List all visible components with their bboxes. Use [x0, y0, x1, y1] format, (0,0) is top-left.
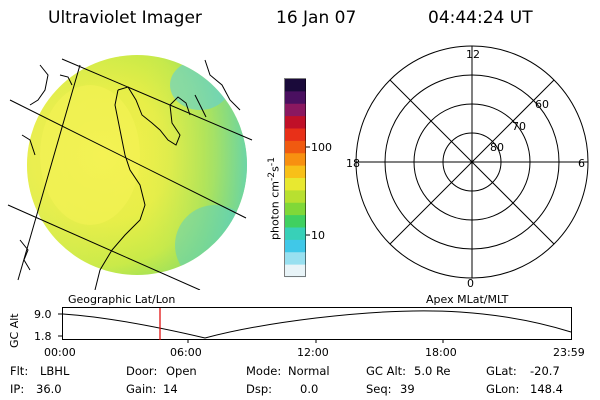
- colorbar-segment: [285, 239, 306, 253]
- mode-value: Normal: [288, 364, 330, 378]
- altitude-curve: [62, 310, 572, 339]
- glon-value: 148.4: [530, 382, 563, 396]
- colorbar-tick-10: 10: [311, 229, 325, 242]
- earth-image: [7, 55, 253, 290]
- polar-ring-70: 70: [512, 120, 526, 133]
- xtick-1200: 12:00: [297, 346, 329, 359]
- polar-ring-60: 60: [535, 98, 549, 111]
- altitude-plot: [58, 307, 572, 343]
- xtick-0600: 06:00: [170, 346, 202, 359]
- polar-label-18: 18: [346, 157, 360, 170]
- colorbar-segment: [285, 103, 306, 117]
- gain-label: Gain:: [126, 382, 157, 396]
- colorbar-segment: [285, 140, 306, 154]
- projection-left-label: Geographic Lat/Lon: [68, 293, 176, 306]
- geo-grid-lines: [7, 58, 253, 290]
- gcalt-label: GC Alt:: [366, 364, 407, 378]
- dsp-value: 0.0: [300, 382, 319, 396]
- colorbar-label: photon cm-2s-1: [266, 157, 282, 240]
- polar-ring-80: 80: [490, 141, 504, 154]
- colorbar-segment: [285, 128, 306, 142]
- colorbar: [284, 78, 310, 278]
- ip-label: IP:: [10, 382, 25, 396]
- colorbar-segment: [285, 91, 306, 105]
- xtick-1800: 18:00: [425, 346, 457, 359]
- flt-label: Flt:: [10, 364, 29, 378]
- altitude-ylabel: GC Alt: [8, 313, 21, 348]
- glon-label: GLon:: [486, 382, 520, 396]
- gain-value: 14: [163, 382, 178, 396]
- dsp-label: Dsp:: [246, 382, 273, 396]
- altitude-ymin: 1.8: [34, 330, 52, 343]
- colorbar-tick-100: 100: [311, 141, 332, 154]
- polar-label-6: 6: [578, 157, 585, 170]
- glat-value: -20.7: [530, 364, 560, 378]
- colorbar-segment: [285, 79, 306, 92]
- seq-label: Seq:: [366, 382, 392, 396]
- colorbar-segment: [285, 252, 306, 266]
- seq-value: 39: [400, 382, 415, 396]
- gcalt-value: 5.0 Re: [414, 364, 451, 378]
- projection-right-label: Apex MLat/MLT: [426, 293, 509, 306]
- colorbar-segment: [285, 190, 306, 204]
- colorbar-segment: [285, 153, 306, 167]
- flt-value: LBHL: [40, 364, 70, 378]
- colorbar-segment: [285, 215, 306, 228]
- colorbar-segment: [285, 227, 306, 241]
- colorbar-segment: [285, 264, 306, 278]
- coastline: [19, 59, 241, 290]
- colorbar-segment: [285, 202, 306, 216]
- glat-label: GLat:: [486, 364, 517, 378]
- xtick-0000: 00:00: [44, 346, 76, 359]
- door-value: Open: [166, 364, 197, 378]
- colorbar-segment: [285, 165, 306, 179]
- xtick-2359: 23:59: [553, 346, 585, 359]
- instrument-title: Ultraviolet Imager: [48, 8, 202, 28]
- colorbar-segment: [285, 178, 306, 191]
- door-label: Door:: [126, 364, 158, 378]
- mode-label: Mode:: [246, 364, 282, 378]
- polar-plot: [355, 45, 589, 279]
- polar-label-12: 12: [466, 48, 480, 61]
- date-label: 16 Jan 07: [276, 8, 357, 28]
- polar-label-0: 0: [467, 277, 474, 290]
- ip-value: 36.0: [36, 382, 62, 396]
- colorbar-segment: [285, 116, 306, 129]
- time-label: 04:44:24 UT: [428, 8, 533, 28]
- altitude-ymax: 9.0: [34, 308, 52, 321]
